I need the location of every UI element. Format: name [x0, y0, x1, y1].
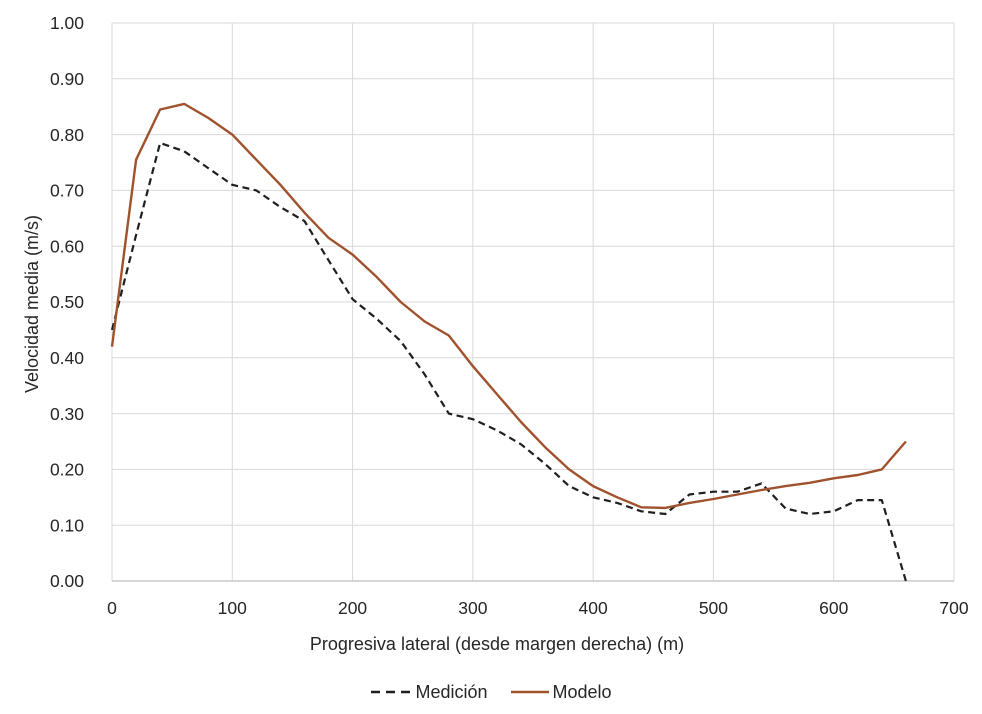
y-tick-label: 0.90 — [50, 69, 84, 89]
y-tick-label: 0.30 — [50, 404, 84, 424]
x-tick-label: 200 — [338, 598, 367, 618]
x-tick-label: 300 — [458, 598, 487, 618]
y-tick-label: 0.80 — [50, 125, 84, 145]
y-axis-title: Velocidad media (m/s) — [22, 215, 42, 393]
y-tick-label: 0.70 — [50, 181, 84, 201]
x-tick-labels: 0 100 200 300 400 500 600 700 — [107, 598, 969, 618]
y-tick-label: 0.40 — [50, 348, 84, 368]
velocity-line-chart: 0.00 0.10 0.20 0.30 0.40 0.50 0.60 0.70 0.80 0.90… — [22, 13, 969, 654]
y-tick-label: 0.50 — [50, 292, 84, 312]
legend: Medición Modelo — [0, 676, 982, 708]
legend-item-modelo: Modelo — [510, 682, 612, 703]
y-tick-labels: 0.00 0.10 0.20 0.30 0.40 0.50 0.60 0.70 0.80 0.90… — [50, 13, 84, 591]
y-tick-label: 0.00 — [50, 571, 84, 591]
y-tick-label: 1.00 — [50, 13, 84, 33]
x-tick-label: 100 — [218, 598, 247, 618]
x-tick-label: 700 — [939, 598, 968, 618]
solid-line-key-icon — [510, 690, 549, 694]
series-lines — [110, 102, 907, 582]
series-line-medicion — [110, 141, 907, 582]
x-tick-label: 0 — [107, 598, 117, 618]
legend-item-medicion: Medición — [370, 681, 488, 703]
legend-label-medicion: Medición — [415, 681, 488, 702]
dashed-line-key-icon — [371, 690, 412, 694]
gridlines — [111, 22, 955, 582]
x-axis-title: Progresiva lateral (desde margen derecha… — [310, 634, 684, 654]
x-tick-label: 500 — [699, 598, 728, 618]
y-tick-label: 0.10 — [50, 515, 84, 535]
x-tick-label: 400 — [579, 598, 608, 618]
y-tick-label: 0.60 — [50, 236, 84, 256]
x-tick-label: 600 — [819, 598, 848, 618]
y-tick-label: 0.20 — [50, 460, 84, 480]
legend-label-modelo: Modelo — [552, 681, 612, 702]
series-line-modelo — [110, 102, 907, 510]
